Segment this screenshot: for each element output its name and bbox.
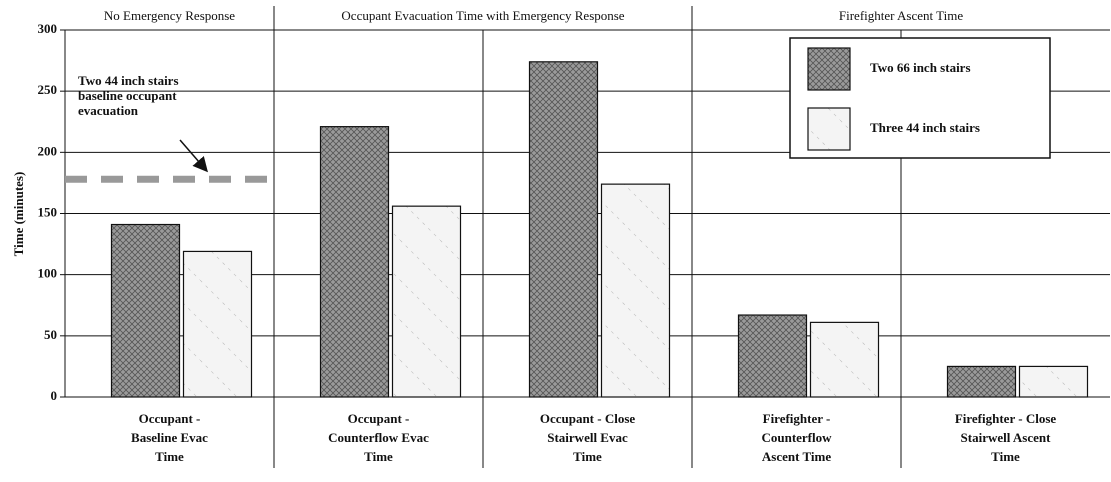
y-tick-label: 50: [44, 327, 57, 342]
x-tick-label-line: Occupant -: [348, 411, 410, 426]
bar: [809, 321, 880, 398]
y-tick-label: 200: [38, 143, 58, 158]
y-axis-label: Time (minutes): [11, 172, 26, 257]
x-tick-label-line: Stairwell Evac: [547, 430, 628, 445]
group-label: Firefighter Ascent Time: [839, 8, 963, 23]
legend-swatch: [807, 47, 851, 91]
y-tick-label: 250: [38, 82, 58, 97]
x-tick-label-line: Counterflow: [761, 430, 832, 445]
legend-label: Three 44 inch stairs: [870, 120, 980, 135]
x-tick-label-line: Firefighter -: [763, 411, 831, 426]
bar: [1018, 365, 1089, 398]
x-tick-label: Occupant - Counterflow Evac Time: [328, 411, 429, 464]
annotation-arrow: [179, 139, 208, 173]
x-tick-label-line: Time: [573, 449, 602, 464]
x-tick-label-line: Occupant -: [139, 411, 201, 426]
x-tick-label-line: Ascent Time: [762, 449, 831, 464]
legend-swatch: [807, 107, 851, 151]
bar: [946, 365, 1017, 398]
x-tick-label: Occupant - Close Stairwell Evac Time: [540, 411, 636, 464]
x-tick-label-line: Counterflow Evac: [328, 430, 429, 445]
x-tick-label-line: Firefighter - Close: [955, 411, 1057, 426]
annotation-line: Two 44 inch stairs: [78, 73, 179, 88]
bar: [319, 126, 390, 398]
bar: [391, 205, 462, 398]
group-label: No Emergency Response: [104, 8, 235, 23]
bar: [528, 61, 599, 398]
legend-label: Two 66 inch stairs: [870, 60, 971, 75]
x-tick-label-line: Time: [155, 449, 184, 464]
y-tick-label: 0: [51, 388, 58, 403]
x-tick-label: Firefighter - Close Stairwell Ascent Time: [955, 411, 1057, 464]
group-label: Occupant Evacuation Time with Emergency …: [341, 8, 624, 23]
y-tick-label: 300: [38, 21, 58, 36]
bar: [600, 183, 671, 398]
y-tick-label: 100: [38, 266, 58, 281]
x-tick-label: Firefighter - Counterflow Ascent Time: [761, 411, 832, 464]
x-tick-label: Occupant - Baseline Evac Time: [131, 411, 208, 464]
x-tick-label-line: Time: [991, 449, 1020, 464]
annotation-line: baseline occupant: [78, 88, 177, 103]
y-tick-label: 150: [38, 204, 58, 219]
bar: [737, 314, 808, 398]
x-tick-label-line: Stairwell Ascent: [961, 430, 1052, 445]
bar: [110, 223, 181, 398]
annotation-line: evacuation: [78, 103, 139, 118]
annotation: Two 44 inch stairs baseline occupant evacu…: [78, 73, 179, 118]
x-tick-label-line: Baseline Evac: [131, 430, 208, 445]
x-tick-label-line: Time: [364, 449, 393, 464]
x-tick-label-line: Occupant - Close: [540, 411, 636, 426]
bar: [182, 250, 253, 398]
